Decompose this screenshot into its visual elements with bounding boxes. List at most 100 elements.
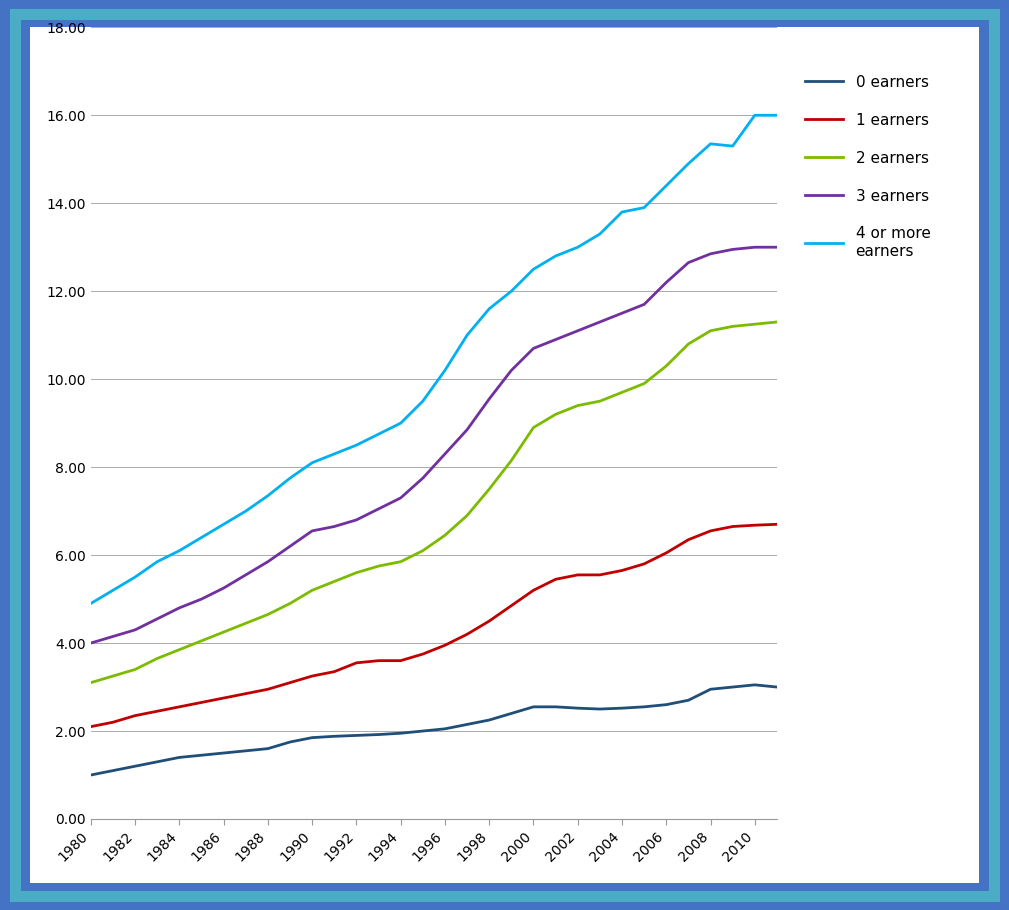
4 or more
earners — [328, 449, 340, 460]
0 earners — [506, 708, 518, 719]
0 earners — [660, 699, 672, 710]
1 earners — [107, 717, 119, 728]
4 or more
earners — [174, 545, 186, 556]
2 earners — [395, 556, 407, 567]
2 earners — [107, 671, 119, 682]
1 earners — [506, 601, 518, 612]
3 earners — [594, 317, 606, 328]
4 or more
earners — [638, 202, 650, 213]
0 earners — [240, 745, 252, 756]
4 or more
earners — [196, 532, 208, 543]
4 or more
earners — [682, 158, 694, 169]
0 earners — [726, 682, 739, 693]
3 earners — [107, 631, 119, 642]
4 or more
earners — [218, 519, 230, 530]
2 earners — [572, 400, 584, 411]
3 earners — [615, 308, 628, 318]
1 earners — [483, 616, 495, 627]
1 earners — [306, 671, 318, 682]
2 earners — [218, 627, 230, 638]
4 or more
earners — [461, 329, 473, 340]
3 earners — [151, 613, 163, 624]
1 earners — [726, 521, 739, 532]
3 earners — [528, 343, 540, 354]
3 earners — [638, 299, 650, 310]
2 earners — [240, 618, 252, 629]
3 earners — [461, 424, 473, 435]
3 earners — [506, 365, 518, 376]
2 earners — [174, 644, 186, 655]
3 earners — [350, 514, 362, 525]
2 earners — [461, 510, 473, 521]
3 earners — [439, 449, 451, 460]
2 earners — [151, 653, 163, 664]
3 earners — [660, 277, 672, 288]
2 earners — [483, 484, 495, 495]
2 earners — [284, 598, 296, 609]
0 earners — [461, 719, 473, 730]
0 earners — [550, 702, 562, 713]
1 earners — [550, 574, 562, 585]
0 earners — [528, 702, 540, 713]
3 earners — [174, 602, 186, 613]
0 earners — [328, 731, 340, 742]
4 or more
earners — [372, 429, 384, 440]
4 or more
earners — [506, 286, 518, 297]
4 or more
earners — [439, 365, 451, 376]
4 or more
earners — [726, 141, 739, 152]
1 earners — [174, 702, 186, 713]
3 earners — [372, 503, 384, 514]
3 earners — [240, 570, 252, 581]
2 earners — [550, 409, 562, 420]
3 earners — [284, 541, 296, 551]
0 earners — [771, 682, 783, 693]
1 earners — [682, 534, 694, 545]
3 earners — [306, 525, 318, 536]
3 earners — [328, 521, 340, 532]
0 earners — [372, 729, 384, 740]
2 earners — [594, 396, 606, 407]
0 earners — [85, 770, 97, 781]
1 earners — [704, 525, 716, 536]
4 or more
earners — [704, 138, 716, 149]
0 earners — [196, 750, 208, 761]
1 earners — [572, 570, 584, 581]
3 earners — [682, 258, 694, 268]
4 or more
earners — [261, 490, 273, 501]
4 or more
earners — [107, 585, 119, 596]
1 earners — [439, 640, 451, 651]
1 earners — [240, 688, 252, 699]
0 earners — [704, 683, 716, 694]
2 earners — [726, 321, 739, 332]
0 earners — [261, 743, 273, 754]
1 earners — [461, 629, 473, 640]
4 or more
earners — [395, 418, 407, 429]
4 or more
earners — [417, 396, 429, 407]
0 earners — [218, 748, 230, 759]
3 earners — [704, 248, 716, 259]
1 earners — [284, 677, 296, 688]
Line: 0 earners: 0 earners — [91, 685, 777, 775]
2 earners — [771, 317, 783, 328]
1 earners — [218, 693, 230, 703]
1 earners — [528, 585, 540, 596]
4 or more
earners — [350, 440, 362, 450]
1 earners — [638, 559, 650, 570]
2 earners — [506, 455, 518, 466]
1 earners — [594, 570, 606, 581]
0 earners — [572, 703, 584, 713]
2 earners — [439, 530, 451, 541]
1 earners — [196, 697, 208, 708]
3 earners — [550, 334, 562, 345]
0 earners — [638, 702, 650, 713]
3 earners — [196, 593, 208, 604]
4 or more
earners — [615, 207, 628, 217]
4 or more
earners — [85, 598, 97, 609]
0 earners — [483, 714, 495, 725]
3 earners — [218, 582, 230, 593]
2 earners — [306, 585, 318, 596]
4 or more
earners — [550, 250, 562, 261]
0 earners — [749, 680, 761, 691]
4 or more
earners — [660, 180, 672, 191]
0 earners — [174, 752, 186, 763]
